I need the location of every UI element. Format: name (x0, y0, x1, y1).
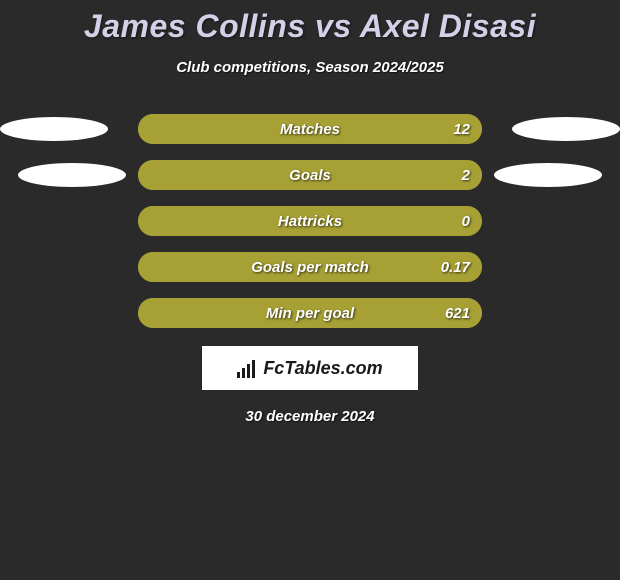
stat-bar: Hattricks 0 (138, 206, 482, 236)
stat-bar: Matches 12 (138, 114, 482, 144)
right-indicator-ellipse (512, 117, 620, 141)
stat-label: Min per goal (266, 305, 354, 322)
comparison-container: James Collins vs Axel Disasi Club compet… (0, 0, 620, 425)
stat-label: Goals (289, 167, 331, 184)
brand-logo: FcTables.com (202, 346, 418, 390)
stat-bar: Goals 2 (138, 160, 482, 190)
stat-row: Min per goal 621 (0, 298, 620, 328)
subtitle: Club competitions, Season 2024/2025 (0, 59, 620, 76)
stats-area: Matches 12 Goals 2 Hattricks 0 Goals per match… (0, 114, 620, 328)
stat-bar: Goals per match 0.17 (138, 252, 482, 282)
date-line: 30 december 2024 (0, 408, 620, 425)
stat-row: Hattricks 0 (0, 206, 620, 236)
page-title: James Collins vs Axel Disasi (0, 8, 620, 45)
stat-label: Goals per match (251, 259, 369, 276)
right-indicator-ellipse (494, 163, 602, 187)
stat-value: 2 (462, 167, 470, 184)
stat-value: 0 (462, 213, 470, 230)
stat-value: 621 (445, 305, 470, 322)
brand-text: FcTables.com (263, 358, 382, 379)
stat-value: 12 (453, 121, 470, 138)
bar-chart-icon (237, 358, 257, 378)
stat-row: Matches 12 (0, 114, 620, 144)
stat-bar: Min per goal 621 (138, 298, 482, 328)
stat-row: Goals 2 (0, 160, 620, 190)
stat-label: Matches (280, 121, 340, 138)
stat-row: Goals per match 0.17 (0, 252, 620, 282)
left-indicator-ellipse (18, 163, 126, 187)
left-indicator-ellipse (0, 117, 108, 141)
stat-value: 0.17 (441, 259, 470, 276)
stat-label: Hattricks (278, 213, 342, 230)
